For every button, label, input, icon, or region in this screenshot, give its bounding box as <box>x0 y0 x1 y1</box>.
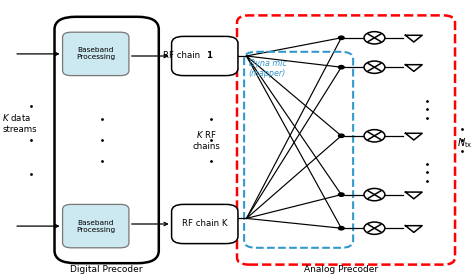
Text: Analog Precoder: Analog Precoder <box>304 265 378 274</box>
FancyBboxPatch shape <box>63 32 129 76</box>
Text: Baseband
Processing: Baseband Processing <box>76 47 115 60</box>
Circle shape <box>364 130 385 142</box>
FancyBboxPatch shape <box>63 204 129 248</box>
Text: Digital Precoder: Digital Precoder <box>71 265 143 274</box>
Circle shape <box>338 227 344 230</box>
Polygon shape <box>405 35 422 42</box>
Circle shape <box>338 66 344 69</box>
Text: $K$ data
streams: $K$ data streams <box>2 112 37 134</box>
Polygon shape <box>405 65 422 71</box>
Text: Baseband
Processing: Baseband Processing <box>76 220 115 233</box>
Circle shape <box>364 61 385 73</box>
FancyBboxPatch shape <box>55 17 159 263</box>
Circle shape <box>364 222 385 234</box>
Text: 1: 1 <box>206 52 212 60</box>
Text: RF chain K: RF chain K <box>182 220 228 228</box>
Circle shape <box>338 36 344 39</box>
Polygon shape <box>405 192 422 199</box>
Text: Dyna mic
(mapper): Dyna mic (mapper) <box>249 59 287 78</box>
Text: $N_{\mathrm{tx}}$: $N_{\mathrm{tx}}$ <box>457 136 473 150</box>
Circle shape <box>338 134 344 137</box>
Circle shape <box>364 188 385 201</box>
Text: $K$ RF
chains: $K$ RF chains <box>192 129 220 151</box>
Text: RF chain: RF chain <box>163 52 202 60</box>
Polygon shape <box>405 133 422 140</box>
Circle shape <box>338 193 344 196</box>
Polygon shape <box>405 226 422 232</box>
FancyBboxPatch shape <box>172 36 238 76</box>
Circle shape <box>364 32 385 44</box>
FancyBboxPatch shape <box>172 204 238 244</box>
